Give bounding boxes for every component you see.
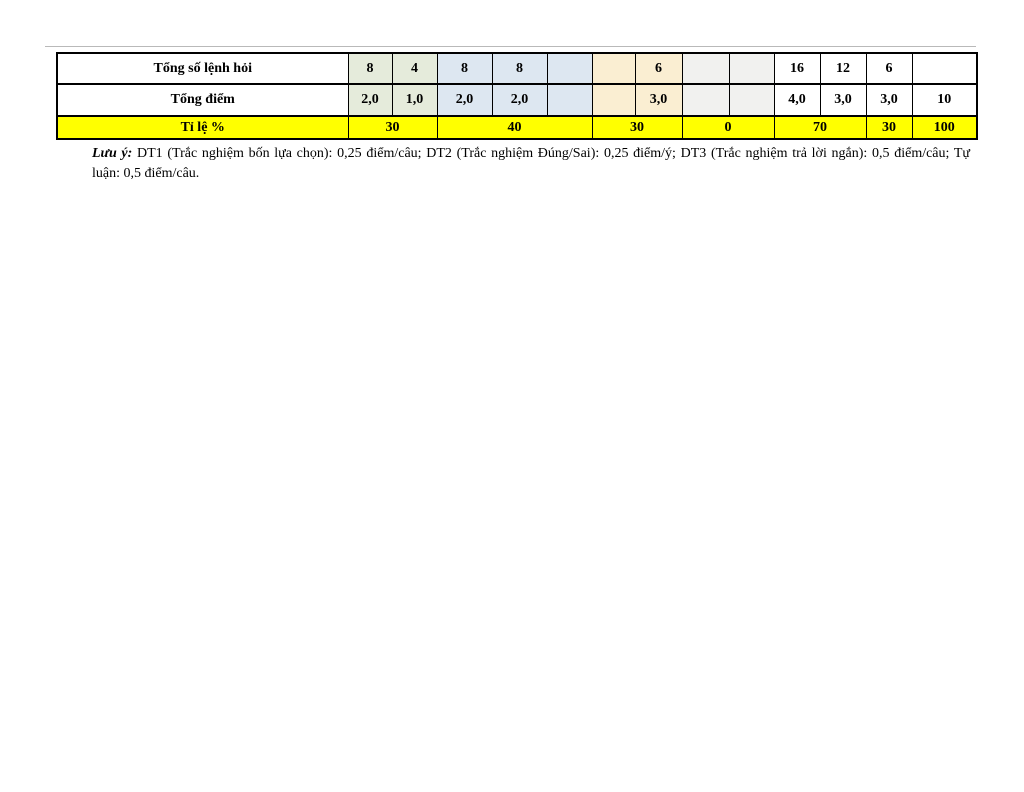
count-cell [591, 52, 636, 85]
percentage-cell: 70 [773, 115, 867, 140]
percentage-cell: 0 [681, 115, 775, 140]
points-cell: 3,0 [865, 83, 913, 117]
grading-matrix-table: Tổng số lệnh hỏi 8 4 8 8 6 16 12 6 Tổng … [56, 52, 978, 140]
count-cell: 8 [347, 52, 393, 85]
points-cell [591, 83, 636, 117]
points-cell: 3,0 [634, 83, 683, 117]
points-cell: 1,0 [391, 83, 438, 117]
points-cell [546, 83, 593, 117]
count-cell: 6 [865, 52, 913, 85]
table-row: Tổng điểm 2,0 1,0 2,0 2,0 3,0 4,0 3,0 3,… [56, 83, 978, 117]
percentage-cell: 40 [436, 115, 593, 140]
points-cell: 10 [911, 83, 978, 117]
points-cell: 2,0 [347, 83, 393, 117]
percentage-cell: 30 [591, 115, 683, 140]
points-cell: 3,0 [819, 83, 867, 117]
count-cell [681, 52, 730, 85]
count-cell [911, 52, 978, 85]
count-cell: 12 [819, 52, 867, 85]
percentage-cell: 100 [911, 115, 978, 140]
page-divider-line [45, 46, 976, 47]
table-row: Tổng số lệnh hỏi 8 4 8 8 6 16 12 6 [56, 52, 978, 85]
points-cell: 4,0 [773, 83, 821, 117]
note-text: DT1 (Trắc nghiệm bốn lựa chọn): 0,25 điể… [92, 146, 970, 181]
table-row: Tỉ lệ % 30 40 30 0 70 30 100 [56, 115, 978, 140]
percentage-cell: 30 [347, 115, 438, 140]
count-cell: 8 [491, 52, 548, 85]
note-label: Lưu ý: [92, 146, 133, 161]
row-label-total-points: Tổng điểm [56, 83, 349, 117]
points-cell: 2,0 [491, 83, 548, 117]
points-cell [728, 83, 775, 117]
note-paragraph: Lưu ý: DT1 (Trắc nghiệm bốn lựa chọn): 0… [92, 144, 970, 184]
count-cell: 4 [391, 52, 438, 85]
row-label-total-questions: Tổng số lệnh hỏi [56, 52, 349, 85]
count-cell [728, 52, 775, 85]
percentage-cell: 30 [865, 115, 913, 140]
row-label-percentage: Tỉ lệ % [56, 115, 349, 140]
points-cell [681, 83, 730, 117]
points-cell: 2,0 [436, 83, 493, 117]
count-cell [546, 52, 593, 85]
count-cell: 8 [436, 52, 493, 85]
count-cell: 6 [634, 52, 683, 85]
count-cell: 16 [773, 52, 821, 85]
